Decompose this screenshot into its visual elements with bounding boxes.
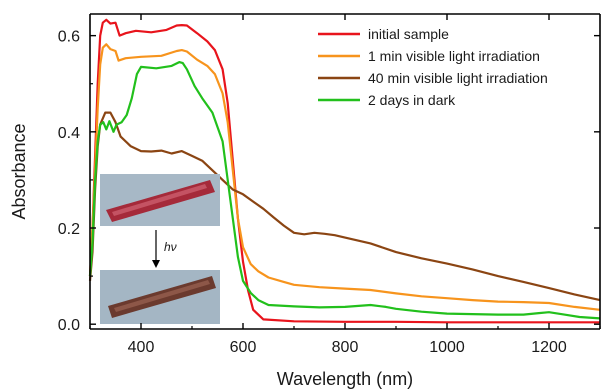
series-line-4 (88, 61, 601, 320)
y-tick-label: 0.0 (58, 317, 80, 334)
y-tick-label: 0.4 (58, 125, 80, 142)
before-photo (100, 174, 220, 226)
x-tick-label: 800 (332, 339, 359, 356)
legend-label-3: 40 min visible light irradiation (368, 70, 548, 86)
y-axis-title: Absorbance (9, 123, 29, 219)
series-line-2 (88, 43, 601, 311)
x-tick-label: 1200 (531, 339, 567, 356)
before-crystal-highlight (112, 184, 207, 216)
reaction-arrow-head (152, 260, 160, 268)
legend-label-1: initial sample (368, 26, 449, 42)
x-tick-label: 1000 (429, 339, 465, 356)
after-photo (100, 270, 220, 324)
x-tick-label: 400 (128, 339, 155, 356)
x-axis-title: Wavelength (nm) (277, 369, 413, 389)
axes-layer: 400 600 800 1000 1200 0.0 0.2 0.4 0.6 Wavelength … (9, 13, 601, 389)
legend-label-4: 2 days in dark (368, 92, 456, 108)
legend-label-2: 1 min visible light irradiation (368, 48, 540, 64)
series-layer (88, 18, 601, 324)
series-line-1 (88, 18, 600, 324)
inset-photos: hν (100, 174, 220, 324)
legend: initial sample 1 min visible light irradi… (318, 26, 548, 108)
after-crystal-highlight (114, 280, 210, 312)
y-tick-label: 0.2 (58, 221, 80, 238)
y-tick-label: 0.6 (58, 29, 80, 46)
x-tick-label: 600 (230, 339, 257, 356)
hv-label: hν (164, 240, 177, 254)
series-line-3 (88, 111, 601, 302)
